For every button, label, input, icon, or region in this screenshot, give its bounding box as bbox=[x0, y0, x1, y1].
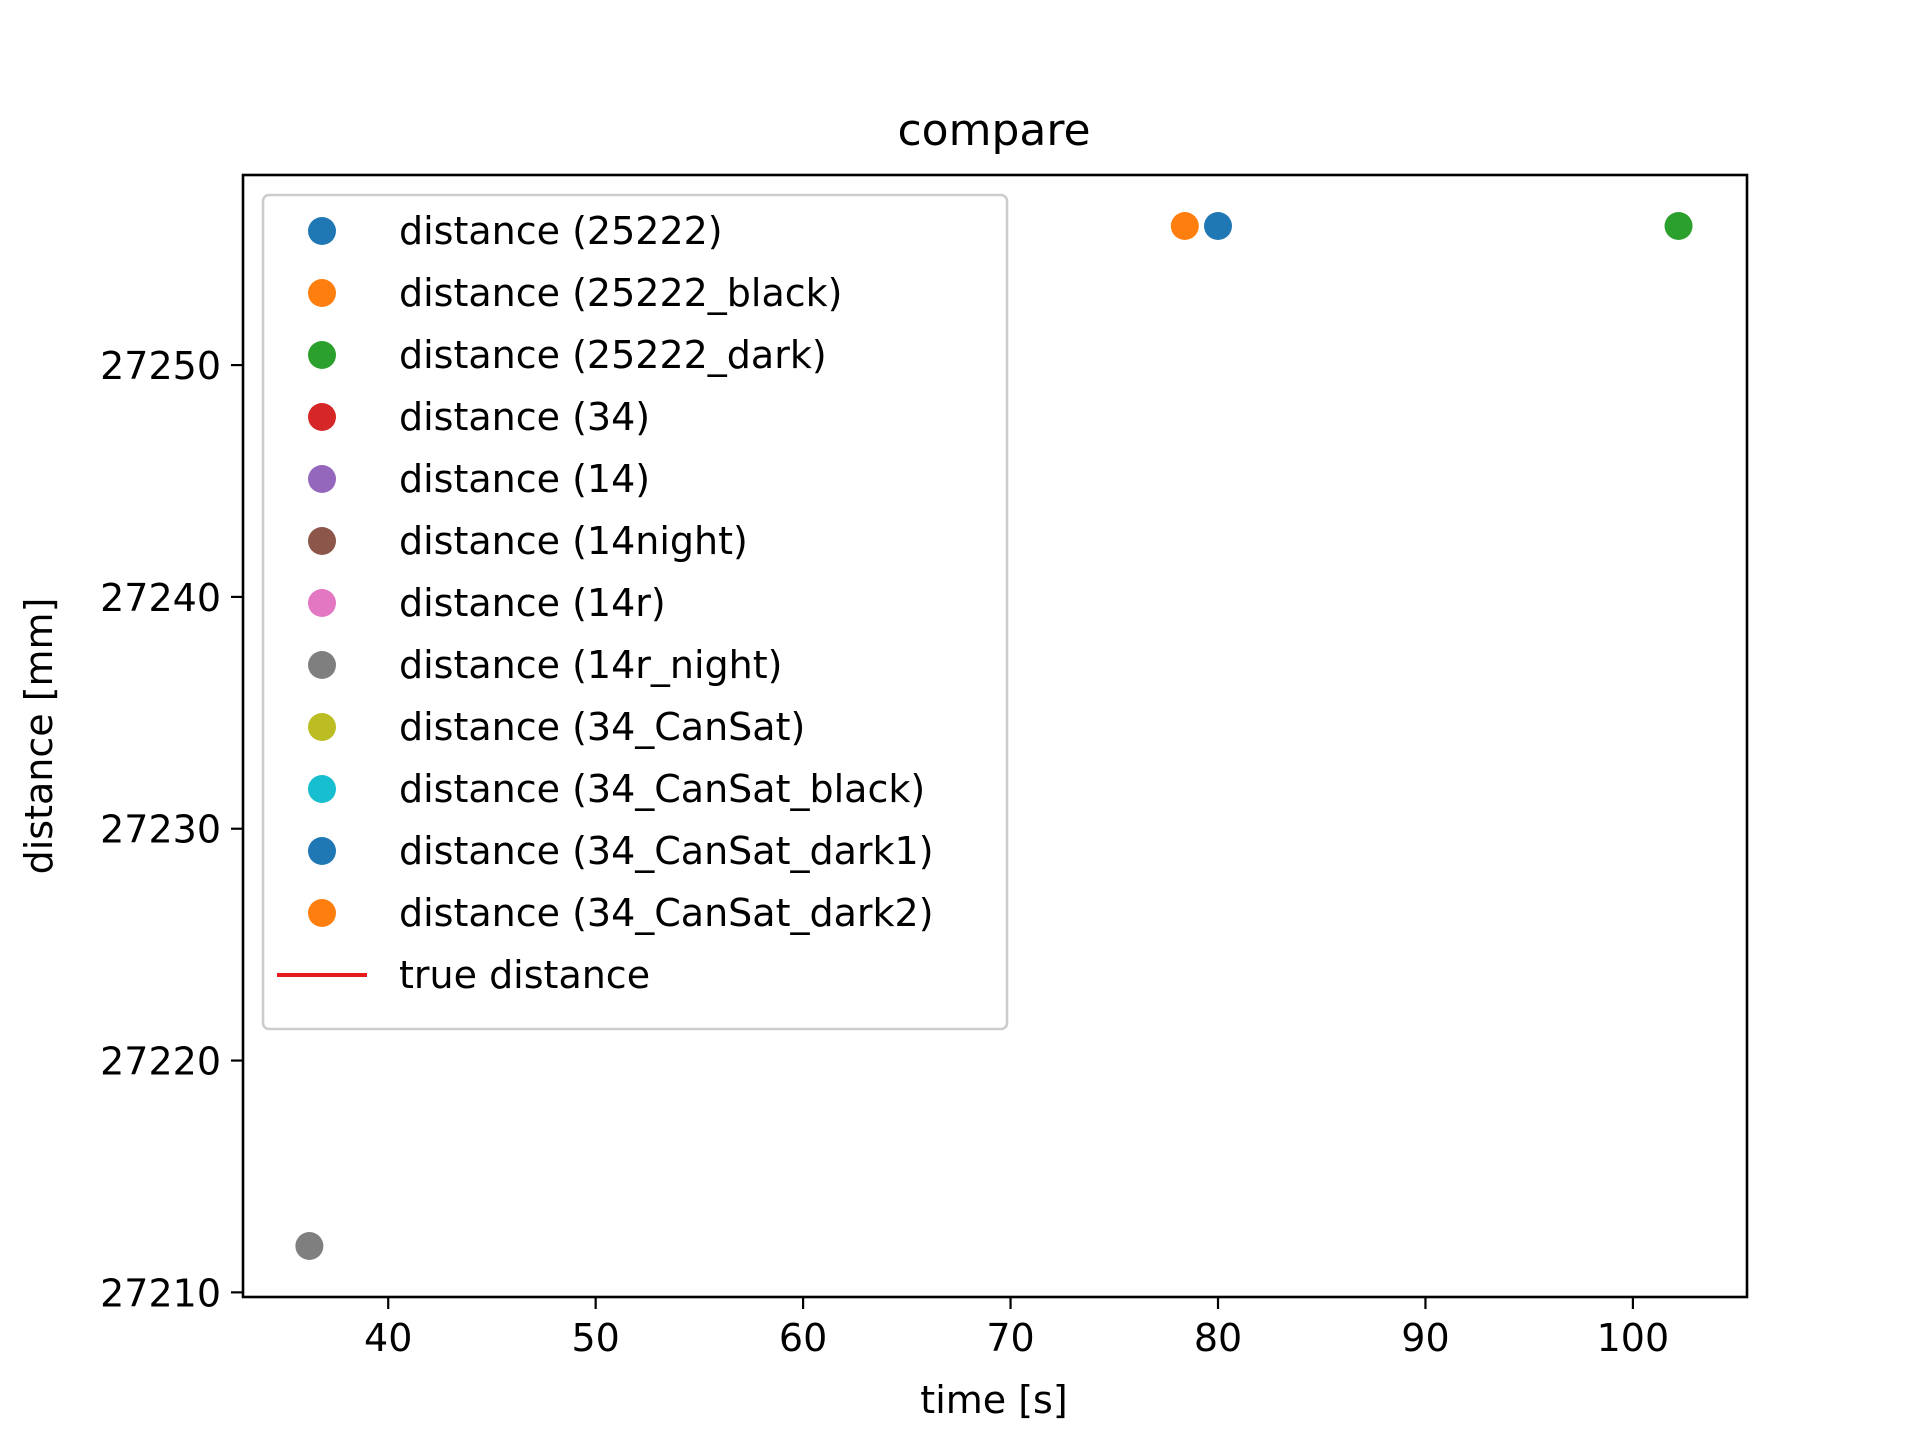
legend-label: distance (14) bbox=[399, 457, 650, 501]
legend-marker bbox=[308, 713, 336, 741]
legend: distance (25222) distance (25222_black)di… bbox=[261, 193, 1009, 1031]
x-tick-label: 40 bbox=[364, 1316, 412, 1360]
x-tick-label: 80 bbox=[1194, 1316, 1242, 1360]
legend-label: distance (25222_dark) bbox=[399, 333, 827, 377]
x-axis-label: time [s] bbox=[920, 1378, 1067, 1422]
x-tick-label: 50 bbox=[571, 1316, 619, 1360]
legend-label: distance (25222_black) bbox=[399, 271, 843, 315]
legend-marker bbox=[308, 837, 336, 865]
plot-area-frame bbox=[241, 173, 1749, 1299]
data-point bbox=[295, 1232, 324, 1260]
legend-marker bbox=[308, 341, 336, 369]
legend-marker bbox=[308, 527, 336, 555]
data-point bbox=[1664, 212, 1693, 240]
legend-label: distance (34) bbox=[399, 395, 650, 439]
y-axis-label: distance [mm] bbox=[17, 598, 61, 875]
legend-marker bbox=[308, 651, 336, 679]
legend-label: distance (14night) bbox=[399, 519, 748, 563]
x-tick-label: 60 bbox=[779, 1316, 827, 1360]
legend-marker bbox=[308, 899, 336, 927]
y-tick-label: 27240 bbox=[100, 576, 221, 620]
data-point bbox=[1204, 212, 1233, 240]
legend-label: distance (25222) bbox=[399, 209, 723, 253]
legend-box bbox=[261, 193, 1009, 1031]
x-tick-label: 70 bbox=[986, 1316, 1034, 1360]
legend-label: true distance bbox=[399, 953, 650, 997]
legend-label: distance (14r) bbox=[399, 581, 666, 625]
x-tick-label: 100 bbox=[1597, 1316, 1670, 1360]
legend-marker bbox=[308, 465, 336, 493]
legend-marker bbox=[308, 775, 336, 803]
data-point bbox=[1170, 212, 1199, 240]
legend-label: distance (34_CanSat) bbox=[399, 705, 805, 749]
y-tick-label: 27250 bbox=[100, 344, 221, 388]
legend-marker bbox=[308, 589, 336, 617]
legend-marker bbox=[308, 217, 336, 245]
legend-label: distance (34_CanSat_dark1) bbox=[399, 829, 934, 873]
legend-marker bbox=[308, 403, 336, 431]
y-tick-label: 27210 bbox=[100, 1271, 221, 1315]
legend-label: distance (34_CanSat_dark2) bbox=[399, 891, 934, 935]
legend-marker bbox=[308, 279, 336, 307]
y-tick-label: 27230 bbox=[100, 808, 221, 852]
x-tick-label: 90 bbox=[1401, 1316, 1449, 1360]
legend-label: distance (34_CanSat_black) bbox=[399, 767, 925, 811]
chart-title: compare bbox=[897, 105, 1090, 156]
data-points bbox=[295, 212, 1693, 1260]
y-tick-label: 27220 bbox=[100, 1040, 221, 1084]
legend-label: distance (14r_night) bbox=[399, 643, 782, 687]
axis-ticks: 40 50 60 70 80 90 100 27210 27220 27230 27240 27250 bbox=[100, 344, 1669, 1360]
